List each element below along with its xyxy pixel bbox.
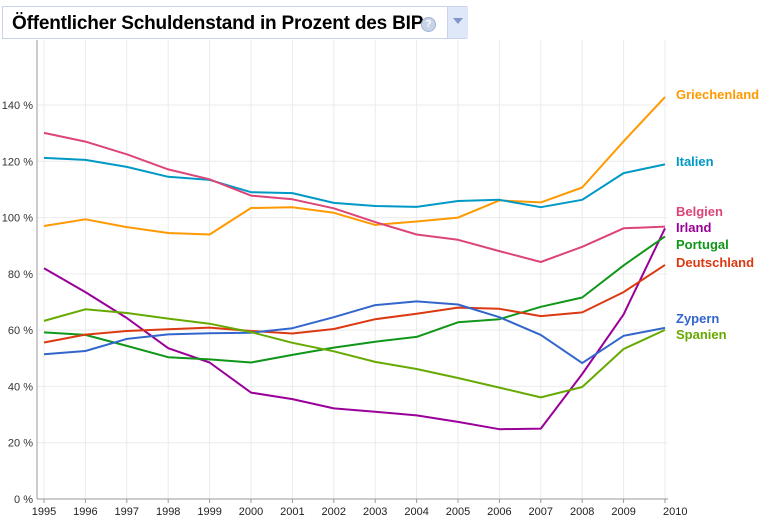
- series-line-irland[interactable]: [43, 227, 666, 431]
- series-label-irland[interactable]: Irland: [676, 220, 711, 235]
- y-tick-label: 60 %: [8, 325, 33, 337]
- x-tick-label: 1998: [156, 506, 180, 518]
- x-tick-label: 2004: [404, 506, 428, 518]
- y-tick-label: 0 %: [14, 494, 33, 506]
- series-line-deutschland[interactable]: [43, 264, 666, 344]
- series-label-portugal[interactable]: Portugal: [676, 237, 729, 252]
- x-tick-label: 2010: [663, 506, 687, 518]
- x-tick-label: 1996: [73, 506, 97, 518]
- x-tick-label: 2009: [611, 506, 635, 518]
- series-line-zypern[interactable]: [43, 300, 666, 365]
- grid: [37, 40, 668, 499]
- series-label-deutschland[interactable]: Deutschland: [676, 255, 754, 270]
- y-tick-label: 40 %: [8, 381, 33, 393]
- triangle-down-icon: [453, 18, 463, 24]
- dropdown-button[interactable]: [447, 7, 468, 38]
- series-label-italien[interactable]: Italien: [676, 154, 714, 169]
- question-mark-icon[interactable]: ?: [421, 17, 436, 32]
- x-tick-label: 1995: [32, 506, 56, 518]
- y-tick-label: 120 %: [2, 156, 33, 168]
- axes: 0 % 20 % 40 % 60 % 80 % 100 % 120 % 140 % 1995 19…: [2, 40, 687, 518]
- x-tick-label: 2006: [487, 506, 511, 518]
- series-line-portugal[interactable]: [43, 235, 666, 364]
- y-tick-label: 100 %: [2, 213, 33, 225]
- chart-title-selector[interactable]: Öffentlicher Schuldenstand in Prozent de…: [2, 6, 468, 39]
- x-tick-label: 2001: [280, 506, 304, 518]
- series-label-zypern[interactable]: Zypern: [676, 311, 719, 326]
- y-tick-label: 140 %: [2, 100, 33, 112]
- x-tick-label: 1997: [115, 506, 139, 518]
- series-label-spanien[interactable]: Spanien: [676, 327, 727, 342]
- x-tick-label: 2003: [363, 506, 387, 518]
- chart-title: Öffentlicher Schuldenstand in Prozent de…: [12, 13, 424, 34]
- x-tick-label: 2008: [570, 506, 594, 518]
- series-lines: [43, 96, 666, 431]
- series-line-italien[interactable]: [43, 156, 666, 209]
- series-label-belgien[interactable]: Belgien: [676, 204, 723, 219]
- y-tick-label: 20 %: [8, 438, 33, 450]
- x-tick-label: 2000: [239, 506, 263, 518]
- series-line-griechenland[interactable]: [43, 96, 666, 236]
- x-tick-label: 2007: [529, 506, 553, 518]
- y-tick-label: 80 %: [8, 269, 33, 281]
- series-line-belgien[interactable]: [43, 131, 666, 263]
- series-label-griechenland[interactable]: Griechenland: [676, 87, 759, 102]
- x-tick-label: 2002: [322, 506, 346, 518]
- x-tick-label: 1999: [197, 506, 221, 518]
- x-tick-label: 2005: [446, 506, 470, 518]
- series-line-spanien[interactable]: [43, 308, 666, 399]
